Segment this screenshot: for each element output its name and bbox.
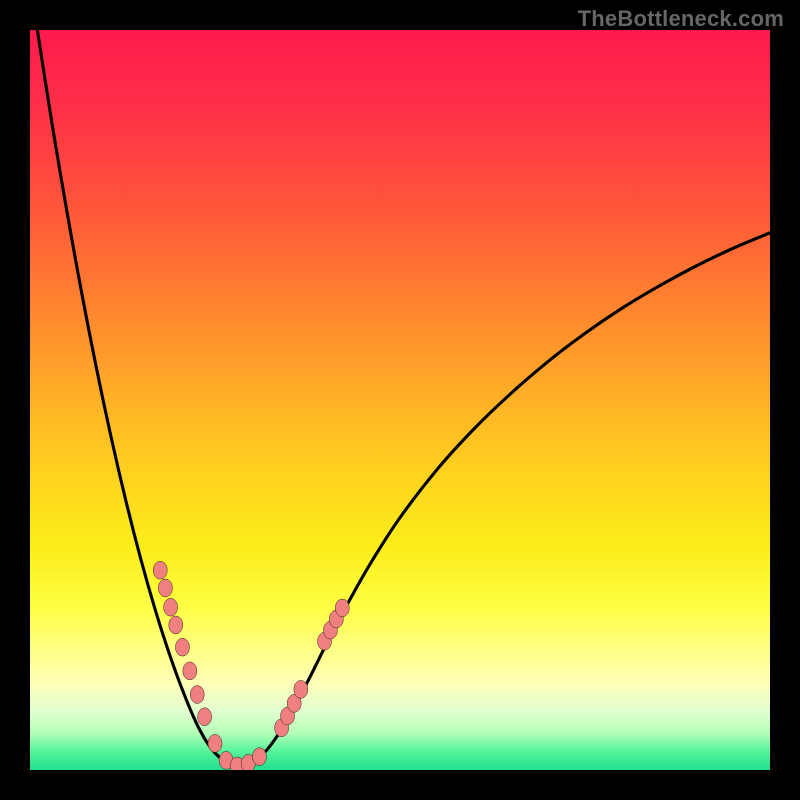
data-marker — [190, 686, 204, 704]
data-marker — [198, 708, 212, 726]
data-marker — [208, 734, 222, 752]
curve-layer — [30, 30, 770, 770]
data-marker — [183, 662, 197, 680]
marker-group — [153, 561, 349, 770]
left-curve — [37, 30, 237, 766]
data-marker — [294, 680, 308, 698]
right-curve — [237, 233, 770, 767]
data-marker — [335, 599, 349, 617]
data-marker — [164, 598, 178, 616]
data-marker — [175, 638, 189, 656]
plot-area — [30, 30, 770, 770]
data-marker — [169, 616, 183, 634]
watermark-text: TheBottleneck.com — [578, 6, 784, 32]
outer-frame: TheBottleneck.com — [0, 0, 800, 800]
data-marker — [252, 748, 266, 766]
data-marker — [158, 579, 172, 597]
data-marker — [153, 561, 167, 579]
